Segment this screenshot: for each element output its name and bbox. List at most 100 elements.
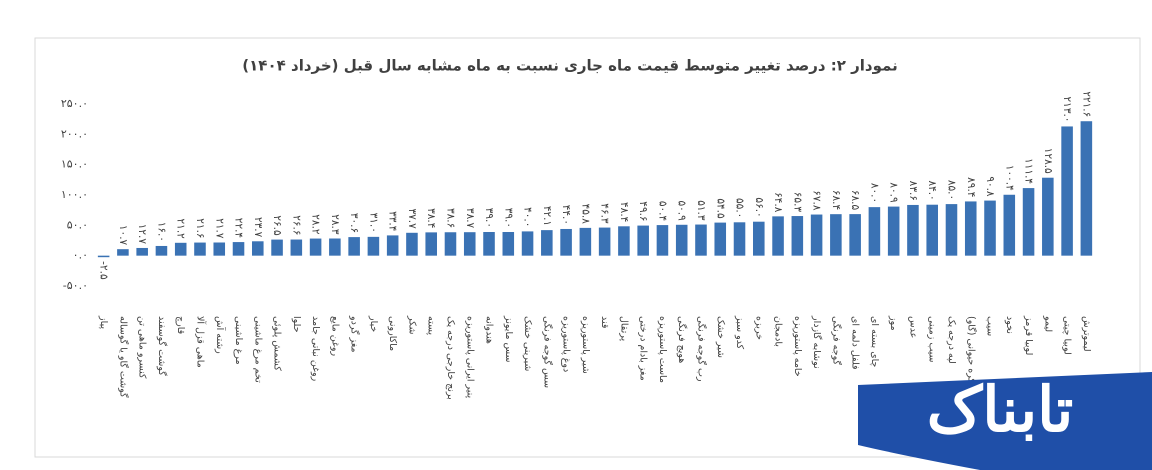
bar	[444, 232, 457, 256]
bar	[329, 238, 341, 256]
x-tick-label: چای بسته ای	[869, 316, 880, 368]
bar	[309, 238, 322, 256]
y-tick-label: ۱۵۰.۰	[61, 158, 88, 171]
bar	[695, 224, 707, 256]
chart-title: نمودار ۲: درصد تغییر متوسط قیمت ماه جاری…	[242, 57, 897, 75]
value-label: ۲۱.۶	[194, 218, 206, 238]
value-label: ۶۵.۳	[791, 192, 803, 213]
value-label: ۶۸.۴	[830, 190, 842, 210]
x-tick-label: هویج فرنگی	[676, 316, 688, 363]
x-tick-label: پنیر ایرانی پاستوریزه	[464, 316, 475, 398]
value-label: ۴۹.۶	[637, 201, 649, 221]
bar	[483, 232, 495, 256]
value-label: ۴۲.۱	[541, 206, 553, 226]
bar	[1003, 194, 1016, 256]
value-label: ۸۹.۴	[965, 177, 977, 197]
bar	[1042, 177, 1054, 256]
x-tick-label: برنج خارجی درجه یک	[445, 316, 456, 400]
value-label: ۳۱.۰	[367, 213, 379, 233]
bar	[733, 222, 746, 256]
y-tick-label: ۲۰۰.۰	[61, 127, 88, 140]
value-label: ۴۵.۸	[579, 204, 591, 225]
bar	[772, 216, 784, 256]
x-tick-label: لوبیا قرمز	[1023, 315, 1034, 355]
watermark-logo: تابناک	[858, 372, 1152, 470]
x-tick-label: پرتقال	[618, 316, 629, 341]
x-tick-label: سیب زمینی	[927, 316, 938, 363]
bar	[541, 230, 553, 256]
x-tick-label: گوشت گاو یا گوساله	[117, 316, 129, 398]
x-tick-label: لیموترش	[1081, 316, 1092, 352]
value-label: ۳۸.۴	[425, 208, 437, 228]
x-tick-label: ماهی قزل آلا	[194, 316, 207, 368]
x-tick-label: لوبیا چیتی	[1062, 316, 1073, 355]
bar	[213, 242, 226, 256]
bar	[907, 204, 919, 256]
y-tick-label: -۵۰.۰	[63, 279, 88, 292]
value-label: ۸۵.۰	[945, 180, 957, 200]
x-tick-label: ماکارونی	[387, 316, 398, 351]
bar	[656, 225, 669, 256]
value-label: ۱۰۰.۴	[1003, 165, 1015, 191]
x-tick-label: مرغ ماشینی	[233, 316, 244, 365]
value-label: ۳۳.۴	[387, 211, 399, 231]
value-label: ۶۸.۵	[849, 190, 861, 211]
bar	[849, 214, 861, 256]
bar	[868, 207, 881, 256]
x-tick-label: فلفل دلمه ای	[850, 316, 861, 370]
x-tick-label: مغز گردو	[349, 315, 361, 353]
x-tick-label: قارچ	[175, 316, 186, 334]
value-label: ۴۴.۰	[560, 205, 572, 225]
x-tick-label: شکر	[406, 315, 417, 334]
x-tick-label: ماست پاستوریزه	[657, 316, 668, 383]
bar	[174, 242, 187, 256]
x-tick-label: کره حیوانی (گاو)	[965, 316, 977, 384]
logo-text: تابناک	[927, 373, 1074, 446]
value-label: ۴۰.۰	[522, 207, 534, 227]
x-tick-label: رشته آش	[214, 316, 227, 354]
x-tick-label: بادمجان	[773, 316, 784, 347]
bar	[560, 228, 572, 256]
bar	[252, 241, 264, 256]
x-tick-label: نخود	[1004, 316, 1015, 334]
bar	[964, 201, 977, 256]
value-label: ۴۶.۳	[599, 203, 611, 224]
value-label: ۵۱.۳	[695, 200, 707, 221]
bar	[579, 227, 592, 256]
bar	[984, 200, 996, 256]
value-label: ۲۶.۶	[290, 215, 302, 235]
x-tick-label: مغز بادام درختی	[638, 316, 649, 381]
bar	[945, 204, 958, 256]
x-tick-label: لپه درجه یک	[946, 316, 957, 364]
bar	[194, 242, 206, 256]
x-tick-label: پیاز	[98, 315, 109, 329]
y-tick-label: ۵۰.۰	[67, 218, 88, 231]
bar	[1061, 126, 1073, 256]
x-tick-label: شیر پاستوریزه	[580, 316, 591, 374]
bar	[232, 242, 245, 256]
value-label: ۳۹.۰	[502, 208, 514, 228]
x-tick-label: عدس	[907, 316, 918, 338]
value-label: ۱۶.۰	[155, 222, 167, 242]
logo-shape	[858, 372, 1152, 470]
bar	[502, 232, 515, 256]
bar	[618, 226, 630, 256]
value-label: ۳۸.۶	[444, 208, 456, 228]
bar	[1022, 188, 1035, 256]
bar	[290, 239, 303, 256]
value-label: ۵۵.۰	[734, 198, 746, 218]
x-tick-label: روغن مایع	[329, 316, 340, 356]
value-label: ۶۴.۸	[772, 192, 784, 213]
value-label: ۵۰.۴	[656, 201, 668, 221]
value-label: ۲۲.۴	[233, 218, 245, 238]
x-tick-label: گوجه فرنگی	[830, 316, 842, 365]
value-label: ۲۳.۷	[252, 217, 264, 238]
value-label: ۱۰.۷	[117, 225, 129, 246]
value-label: ۳۸.۷	[464, 208, 476, 229]
value-label: ۲۱.۷	[213, 218, 225, 239]
value-label: ۲۸.۲	[310, 214, 322, 235]
value-label: ۲۱.۲	[175, 219, 187, 240]
value-label: ۵۴.۵	[714, 198, 726, 219]
bar	[97, 255, 110, 258]
bar	[386, 235, 399, 256]
